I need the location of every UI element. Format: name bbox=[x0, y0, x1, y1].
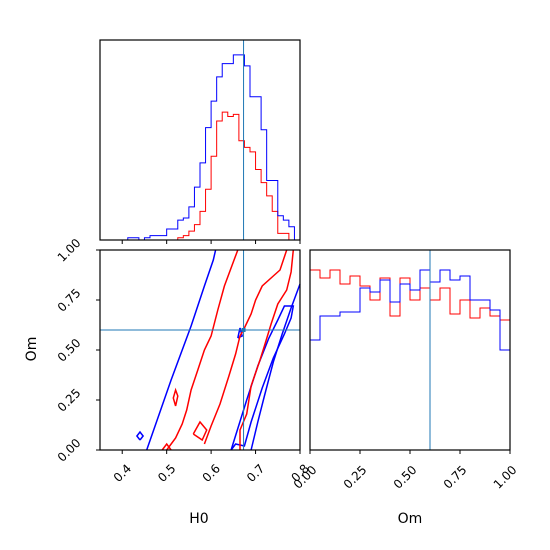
h0-histogram-panel bbox=[99, 39, 301, 244]
om-xtick-label-3: 0.75 bbox=[441, 463, 470, 492]
ylabel-om: Om bbox=[24, 337, 40, 362]
xlabel-h0: H0 bbox=[189, 511, 208, 527]
h0-tick-label-0: 0.4 bbox=[111, 461, 134, 484]
hist-om-blue-series bbox=[309, 269, 511, 450]
axes-frame-2d bbox=[99, 249, 301, 451]
h0-tick-label-1: 0.5 bbox=[155, 461, 178, 484]
hist-om-red-series bbox=[309, 269, 511, 450]
contour-red-5 bbox=[192, 420, 208, 442]
h0-tick-label-2: 0.6 bbox=[200, 461, 223, 484]
om-ytick-label-0: 0.00 bbox=[55, 436, 84, 465]
contour-red-2 bbox=[239, 249, 295, 450]
contour-red-3 bbox=[172, 387, 179, 407]
contour-blue-3 bbox=[135, 430, 145, 441]
xlabel-om: Om bbox=[398, 511, 423, 527]
om-xtick-label-4: 1.00 bbox=[491, 463, 520, 492]
om-ytick-label-1: 0.25 bbox=[55, 386, 84, 415]
axes-frame-h0-hist bbox=[99, 39, 301, 241]
om-xtick-label-1: 0.25 bbox=[341, 463, 370, 492]
contour-blue-0 bbox=[145, 249, 217, 451]
contour-blue-1 bbox=[250, 283, 301, 451]
om-ytick-label-2: 0.50 bbox=[55, 336, 84, 365]
om-ytick-label-4: 1.00 bbox=[55, 236, 84, 265]
h0-tick-label-3: 0.7 bbox=[244, 461, 267, 484]
om-histogram-panel: 0.00 0.25 0.50 0.75 1.00 bbox=[291, 249, 520, 492]
contour-red-0 bbox=[166, 249, 239, 451]
truth-point bbox=[241, 328, 246, 332]
contour-red-4 bbox=[161, 442, 172, 451]
om-ytick-label-3: 0.75 bbox=[55, 286, 84, 315]
om-xtick-label-2: 0.50 bbox=[391, 463, 420, 492]
h0-om-contour-panel: 0.4 0.5 0.6 0.7 0.80.000.250.500.751.00 bbox=[55, 236, 312, 485]
